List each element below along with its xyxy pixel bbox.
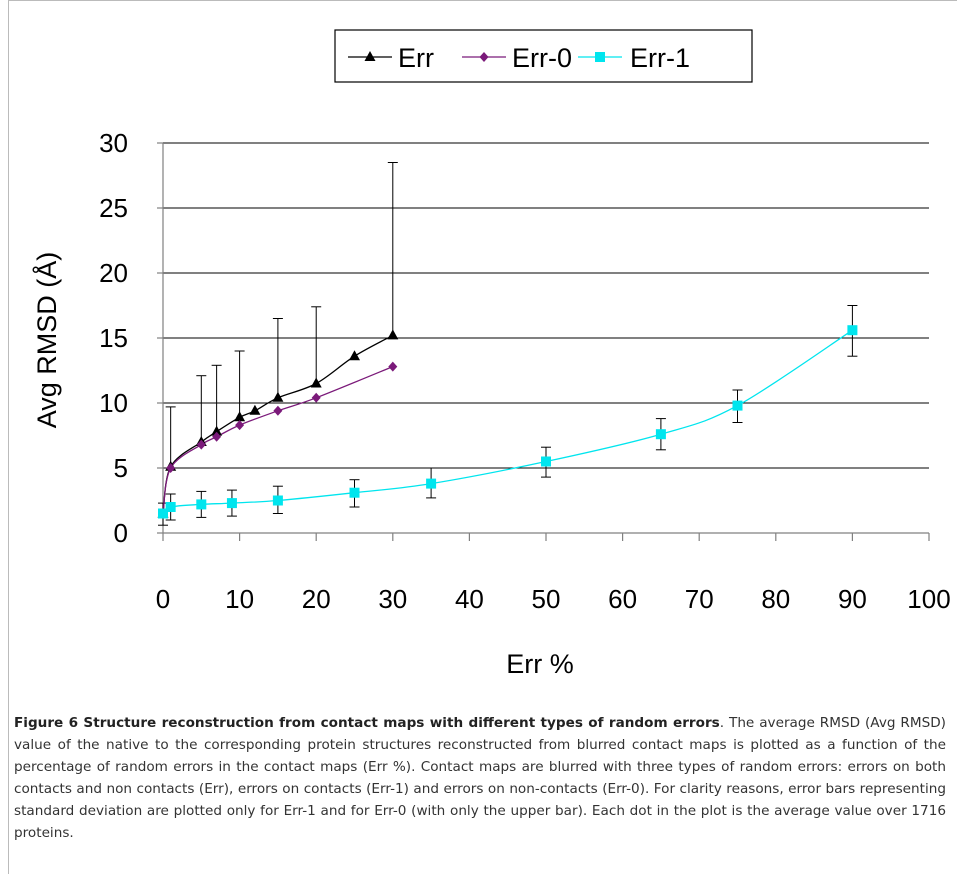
error-bars <box>158 162 858 526</box>
data-point-err-0 <box>196 439 206 450</box>
x-axis-label: Err % <box>506 649 574 679</box>
data-point-err-1 <box>655 429 666 440</box>
data-point-err <box>249 404 261 415</box>
series-line-err-1 <box>162 329 853 514</box>
legend-label-err-1: Err-1 <box>630 43 690 73</box>
legend-label-err-0: Err-0 <box>512 43 572 73</box>
data-point-err-0 <box>212 431 222 442</box>
data-point-err-1 <box>158 508 168 519</box>
y-tick-label-20: 20 <box>99 258 128 288</box>
y-tick-label-15: 15 <box>99 323 128 353</box>
legend-swatch-marker-err-0 <box>479 52 489 62</box>
y-tick-label-30: 30 <box>99 128 128 158</box>
data-point-err-1 <box>196 499 207 510</box>
data-point-err <box>234 411 246 422</box>
x-tick-label-100: 100 <box>907 584 950 614</box>
data-point-err-1 <box>541 456 551 467</box>
data-point-err-1 <box>226 498 237 509</box>
series-lines <box>162 329 853 514</box>
axes <box>157 142 930 541</box>
data-point-err-1 <box>272 495 283 506</box>
caption-text: . The average RMSD (Avg RMSD) value of t… <box>14 715 946 841</box>
data-point-err-1 <box>165 502 176 512</box>
data-point-err <box>272 391 284 402</box>
legend-label-err: Err <box>398 43 434 73</box>
x-tick-label-10: 10 <box>225 584 254 614</box>
caption-label: Figure 6 Structure reconstruction from c… <box>14 715 720 731</box>
data-point-err-1 <box>847 325 858 336</box>
legend-swatch-marker-err <box>364 51 376 61</box>
data-point-err-0 <box>388 361 398 372</box>
legend-box <box>334 29 753 83</box>
data-point-err-1 <box>426 478 437 489</box>
x-tick-label-30: 30 <box>378 584 407 614</box>
x-tick-label-90: 90 <box>838 584 867 614</box>
series-line-err <box>162 334 394 514</box>
data-point-err-1 <box>732 400 743 411</box>
data-point-err-0 <box>235 420 245 431</box>
line-chart: Err Err-0 Err-1 0 5 10 15 20 25 30 0 10 20 30 40 50 60 7… <box>31 29 951 679</box>
figure-caption: Figure 6 Structure reconstruction from c… <box>14 712 946 844</box>
x-tick-label-70: 70 <box>685 584 714 614</box>
y-axis-label: Avg RMSD (Å) <box>31 252 62 429</box>
x-tick-label-60: 60 <box>608 584 637 614</box>
y-tick-label-5: 5 <box>114 453 128 483</box>
data-point-err <box>310 377 322 388</box>
x-tick-label-50: 50 <box>532 584 561 614</box>
x-tick-label-20: 20 <box>302 584 331 614</box>
y-tick-label-10: 10 <box>99 388 128 418</box>
y-tick-label-0: 0 <box>114 518 128 548</box>
data-point-err-0 <box>311 392 321 403</box>
frame-top-border <box>8 0 957 1</box>
frame-left-border <box>8 0 9 874</box>
x-tick-label-0: 0 <box>156 584 170 614</box>
x-tick-label-80: 80 <box>761 584 790 614</box>
gridlines <box>163 142 929 469</box>
data-point-err <box>349 350 360 361</box>
data-point-err <box>211 425 223 436</box>
data-point-err-1 <box>349 487 360 498</box>
series-markers <box>157 325 858 519</box>
legend: Err Err-0 Err-1 <box>334 29 753 83</box>
tick-labels: 0 5 10 15 20 25 30 0 10 20 30 40 50 60 70 80 90 100 <box>99 128 951 614</box>
x-tick-label-40: 40 <box>455 584 484 614</box>
data-point-err <box>387 329 399 340</box>
y-tick-label-25: 25 <box>99 193 128 223</box>
data-point-err-0 <box>273 405 283 416</box>
legend-swatch-marker-err-1 <box>595 52 605 62</box>
data-point-err-0 <box>166 463 176 473</box>
